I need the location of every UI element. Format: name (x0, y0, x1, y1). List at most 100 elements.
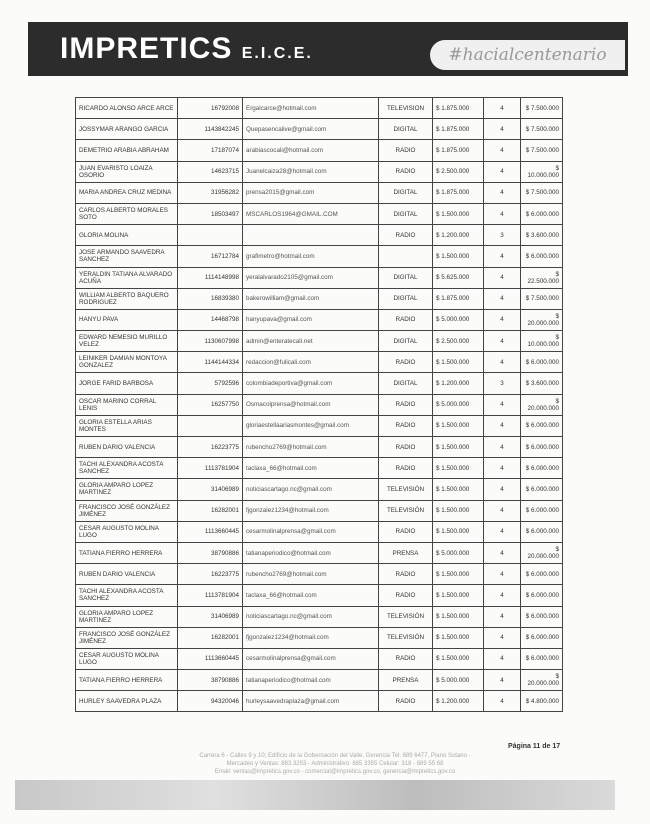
table-row: TACHI ALEXANDRA ACOSTA SANCHEZ 1113781904… (75, 584, 563, 607)
count-cell: 4 (483, 457, 521, 480)
total-cell: $ 4.800.000 (520, 690, 563, 713)
count-cell: 4 (483, 96, 521, 120)
value-cell: $ 1.500.000 (432, 563, 484, 586)
email-cell (242, 224, 379, 247)
value-cell: $ 1.500.000 (432, 626, 484, 649)
name-cell: TATIANA FIERRO HERRERA (75, 669, 178, 692)
name-cell: CESAR AUGUSTO MOLINA LUGO (75, 520, 178, 543)
logo: IMPRETICS E.I.C.E. (60, 32, 313, 66)
count-cell: 4 (483, 160, 521, 183)
email-cell: Juanelcaiza28@hotmail.com (242, 160, 379, 183)
footer-address: Carrera 6 - Calles 9 y 10; Edificio de l… (110, 752, 560, 776)
name-cell: JORGE FARID BARBOSA (75, 372, 178, 395)
total-cell: $ 6.000.000 (520, 435, 563, 459)
count-cell: 4 (483, 351, 521, 374)
table-row: EDWARD NEMESIO MURILLO VELEZ 1130607998 ad… (75, 330, 563, 353)
medium-cell: RADIO (378, 647, 433, 671)
table-row: RUBEN DARIO VALENCIA 16223775 rubencho2769… (75, 435, 563, 459)
id-cell: 14468798 (177, 308, 243, 332)
medium-cell: PRENSA (378, 541, 433, 565)
count-cell: 4 (483, 266, 521, 289)
email-cell: Osmacolprensa@hotmail.com (242, 393, 379, 416)
name-cell: JOSE ARMANDO SAAVEDRA SANCHEZ (75, 245, 178, 268)
logo-text: IMPRETICS (60, 32, 233, 65)
email-cell: redaccion@fulicali.com (242, 351, 379, 374)
name-cell: DEMETRIO ARABIA ABRAHAM (75, 139, 178, 162)
medium-cell: RADIO (378, 160, 433, 183)
total-cell: $ 7.500.000 (520, 118, 563, 141)
value-cell: $ 5.000.000 (432, 308, 484, 332)
email-cell: grafimetro@hotmail.com (242, 245, 379, 268)
count-cell: 4 (483, 139, 521, 162)
table-row: CESAR AUGUSTO MOLINA LUGO 1113660445 cesar… (75, 520, 563, 543)
name-cell: GLORIA MOLINA (75, 224, 178, 247)
medium-cell: PRENSA (378, 669, 433, 692)
total-cell: $ 7.500.000 (520, 287, 563, 310)
name-cell: FRANCISCO JOSÉ GONZÁLEZ JIMÉNEZ (75, 499, 178, 522)
count-cell: 4 (483, 118, 521, 141)
count-cell: 3 (483, 224, 521, 247)
id-cell: 16839380 (177, 287, 243, 310)
medium-cell: TELEVISIÓN (378, 626, 433, 649)
footer-line: Email: ventas@impretics.gov.co - comerci… (214, 769, 456, 775)
table-row: GLORIA AMPARO LOPEZ MARTINEZ 31406989 noti… (75, 605, 563, 628)
total-cell: $ 22.500.000 (520, 266, 563, 289)
count-cell: 4 (483, 245, 521, 268)
count-cell: 3 (483, 372, 521, 395)
value-cell: $ 1.500.000 (432, 457, 484, 480)
total-cell: $ 3.600.000 (520, 372, 563, 395)
value-cell: $ 1.875.000 (432, 96, 484, 120)
email-cell: taclaxa_66@hotmail.com (242, 457, 379, 480)
table-row: CESAR AUGUSTO MOLINA LUGO 1113660445 cesar… (75, 647, 563, 671)
total-cell: $ 7.500.000 (520, 96, 563, 120)
value-cell: $ 5.000.000 (432, 393, 484, 416)
table-row: JOSE ARMANDO SAAVEDRA SANCHEZ 16712784 gra… (75, 245, 563, 268)
value-cell: $ 1.875.000 (432, 287, 484, 310)
email-cell: noticiascartago.nc@gmail.com (242, 605, 379, 628)
name-cell: RUBEN DARIO VALENCIA (75, 563, 178, 586)
value-cell: $ 1.500.000 (432, 584, 484, 607)
name-cell: OSCAR MARINO CORRAL LENIS (75, 393, 178, 416)
id-cell: 1130607998 (177, 330, 243, 353)
name-cell: GLORIA AMPARO LOPEZ MARTINEZ (75, 478, 178, 501)
page-number: Página 11 de 17 (508, 743, 561, 750)
medium-cell: RADIO (378, 414, 433, 438)
total-cell: $ 6.000.000 (520, 584, 563, 607)
value-cell: $ 2.500.000 (432, 160, 484, 183)
total-cell: $ 6.000.000 (520, 563, 563, 586)
email-cell: hanyupava@gmail.com (242, 308, 379, 332)
total-cell: $ 3.600.000 (520, 224, 563, 247)
count-cell: 4 (483, 287, 521, 310)
id-cell: 16223775 (177, 435, 243, 459)
value-cell: $ 1.500.000 (432, 351, 484, 374)
medium-cell: RADIO (378, 139, 433, 162)
medium-cell: RADIO (378, 584, 433, 607)
id-cell: 16282001 (177, 626, 243, 649)
count-cell: 4 (483, 520, 521, 543)
id-cell: 31956282 (177, 181, 243, 204)
id-cell: 18503497 (177, 202, 243, 226)
table-row: FRANCISCO JOSÉ GONZÁLEZ JIMÉNEZ 16282001 f… (75, 626, 563, 649)
medium-cell: RADIO (378, 690, 433, 713)
table-row: CARLOS ALBERTO MORALES SOTO 18503497 MSCAR… (75, 202, 563, 226)
email-cell: tatianaperiodico@hotmail.com (242, 541, 379, 565)
medium-cell: TELEVISIÓN (378, 478, 433, 501)
email-cell: prensa2015@gmail.com (242, 181, 379, 204)
table-row: TACHI ALEXANDRA ACOSTA SANCHEZ 1113781904… (75, 457, 563, 480)
medium-cell: DIGITAL (378, 118, 433, 141)
value-cell: $ 1.500.000 (432, 520, 484, 543)
name-cell: TACHI ALEXANDRA ACOSTA SANCHEZ (75, 457, 178, 480)
count-cell: 4 (483, 330, 521, 353)
medium-cell: DIGITAL (378, 266, 433, 289)
count-cell: 4 (483, 202, 521, 226)
name-cell: CESAR AUGUSTO MOLINA LUGO (75, 647, 178, 671)
table-row: TATIANA FIERRO HERRERA 38790886 tatianaper… (75, 669, 563, 692)
email-cell: Quepasencalive@gmail.com (242, 118, 379, 141)
total-cell: $ 6.000.000 (520, 351, 563, 374)
table-row: HANYU PAVA 14468798 hanyupava@gmail.com RAD… (75, 308, 563, 332)
medium-cell: TELEVISION (378, 96, 433, 120)
total-cell: $ 6.000.000 (520, 457, 563, 480)
email-cell: admin@enteratecali.net (242, 330, 379, 353)
total-cell: $ 7.500.000 (520, 139, 563, 162)
count-cell: 4 (483, 605, 521, 628)
